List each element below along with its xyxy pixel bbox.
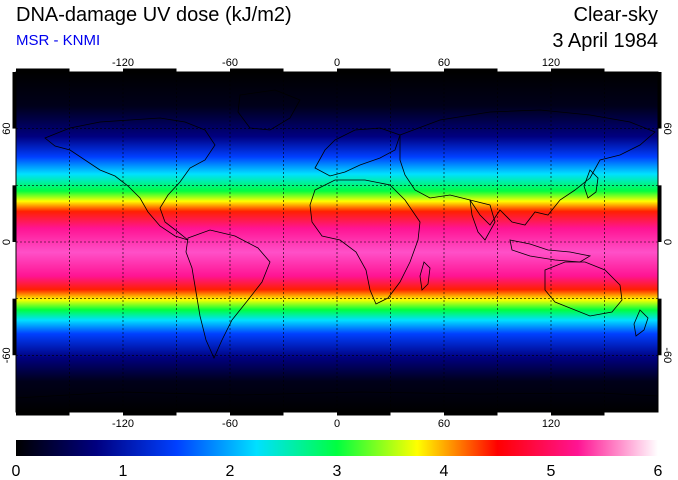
colorbar-tick-label: 2 bbox=[226, 463, 235, 480]
bottom-longitude-ticks: -120 -60 0 60 120 bbox=[112, 418, 560, 430]
india-outline bbox=[469, 199, 496, 241]
antarctica-outline bbox=[16, 391, 658, 399]
top-longitude-ticks: -120 -60 0 60 120 bbox=[112, 57, 560, 69]
greenland-outline bbox=[237, 89, 301, 131]
continent-outlines bbox=[16, 89, 658, 399]
indonesia-outline bbox=[509, 239, 592, 263]
africa-outline bbox=[309, 179, 421, 305]
lon-tick-label: -120 bbox=[112, 57, 134, 69]
lon-tick-label: 60 bbox=[438, 57, 450, 69]
colorbar-tick-label: 1 bbox=[119, 463, 128, 480]
colorbar bbox=[16, 440, 658, 456]
date-label: 3 April 1984 bbox=[552, 30, 658, 52]
madagascar-outline bbox=[419, 261, 431, 291]
lon-tick-label: -120 bbox=[112, 418, 134, 430]
lat-tick-label: 60 bbox=[661, 123, 673, 135]
colorbar-tick-label: 5 bbox=[547, 463, 556, 480]
lat-tick-label: 0 bbox=[661, 239, 673, 245]
sky-condition-label: Clear-sky bbox=[573, 4, 658, 26]
lat-tick-label: 0 bbox=[1, 239, 13, 245]
left-latitude-ticks: 60 0 -60 bbox=[1, 123, 13, 364]
lon-tick-label: -60 bbox=[222, 418, 238, 430]
lon-tick-label: -60 bbox=[222, 57, 238, 69]
asia-outline bbox=[399, 109, 656, 226]
lon-tick-label: 120 bbox=[542, 418, 560, 430]
lat-tick-label: -60 bbox=[661, 347, 673, 363]
north-america-outline bbox=[44, 117, 216, 241]
europe-outline bbox=[314, 127, 401, 177]
lon-tick-label: 120 bbox=[542, 57, 560, 69]
australia-outline bbox=[544, 261, 623, 317]
lon-tick-label: 0 bbox=[334, 57, 340, 69]
lat-tick-label: -60 bbox=[1, 347, 13, 363]
colorbar-tick-label: 0 bbox=[12, 463, 21, 480]
lon-tick-label: 60 bbox=[438, 418, 450, 430]
japan-outline bbox=[583, 169, 599, 199]
frame-border bbox=[15, 71, 659, 413]
colorbar-tick-label: 4 bbox=[440, 463, 449, 480]
lon-tick-label: 0 bbox=[334, 418, 340, 430]
colorbar-tick-label: 3 bbox=[333, 463, 342, 480]
graticule bbox=[16, 72, 658, 412]
map-title: DNA-damage UV dose (kJ/m2) bbox=[16, 4, 292, 26]
south-america-outline bbox=[185, 229, 271, 359]
map-frame bbox=[12, 68, 662, 416]
credit-label: MSR - KNMI bbox=[16, 32, 101, 49]
colorbar-tick-label: 6 bbox=[654, 463, 663, 480]
colorbar-labels: 0 1 2 3 4 5 6 bbox=[12, 463, 663, 480]
right-latitude-ticks: 60 0 -60 bbox=[661, 123, 673, 364]
lat-tick-label: 60 bbox=[1, 123, 13, 135]
new-zealand-outline bbox=[633, 309, 649, 337]
